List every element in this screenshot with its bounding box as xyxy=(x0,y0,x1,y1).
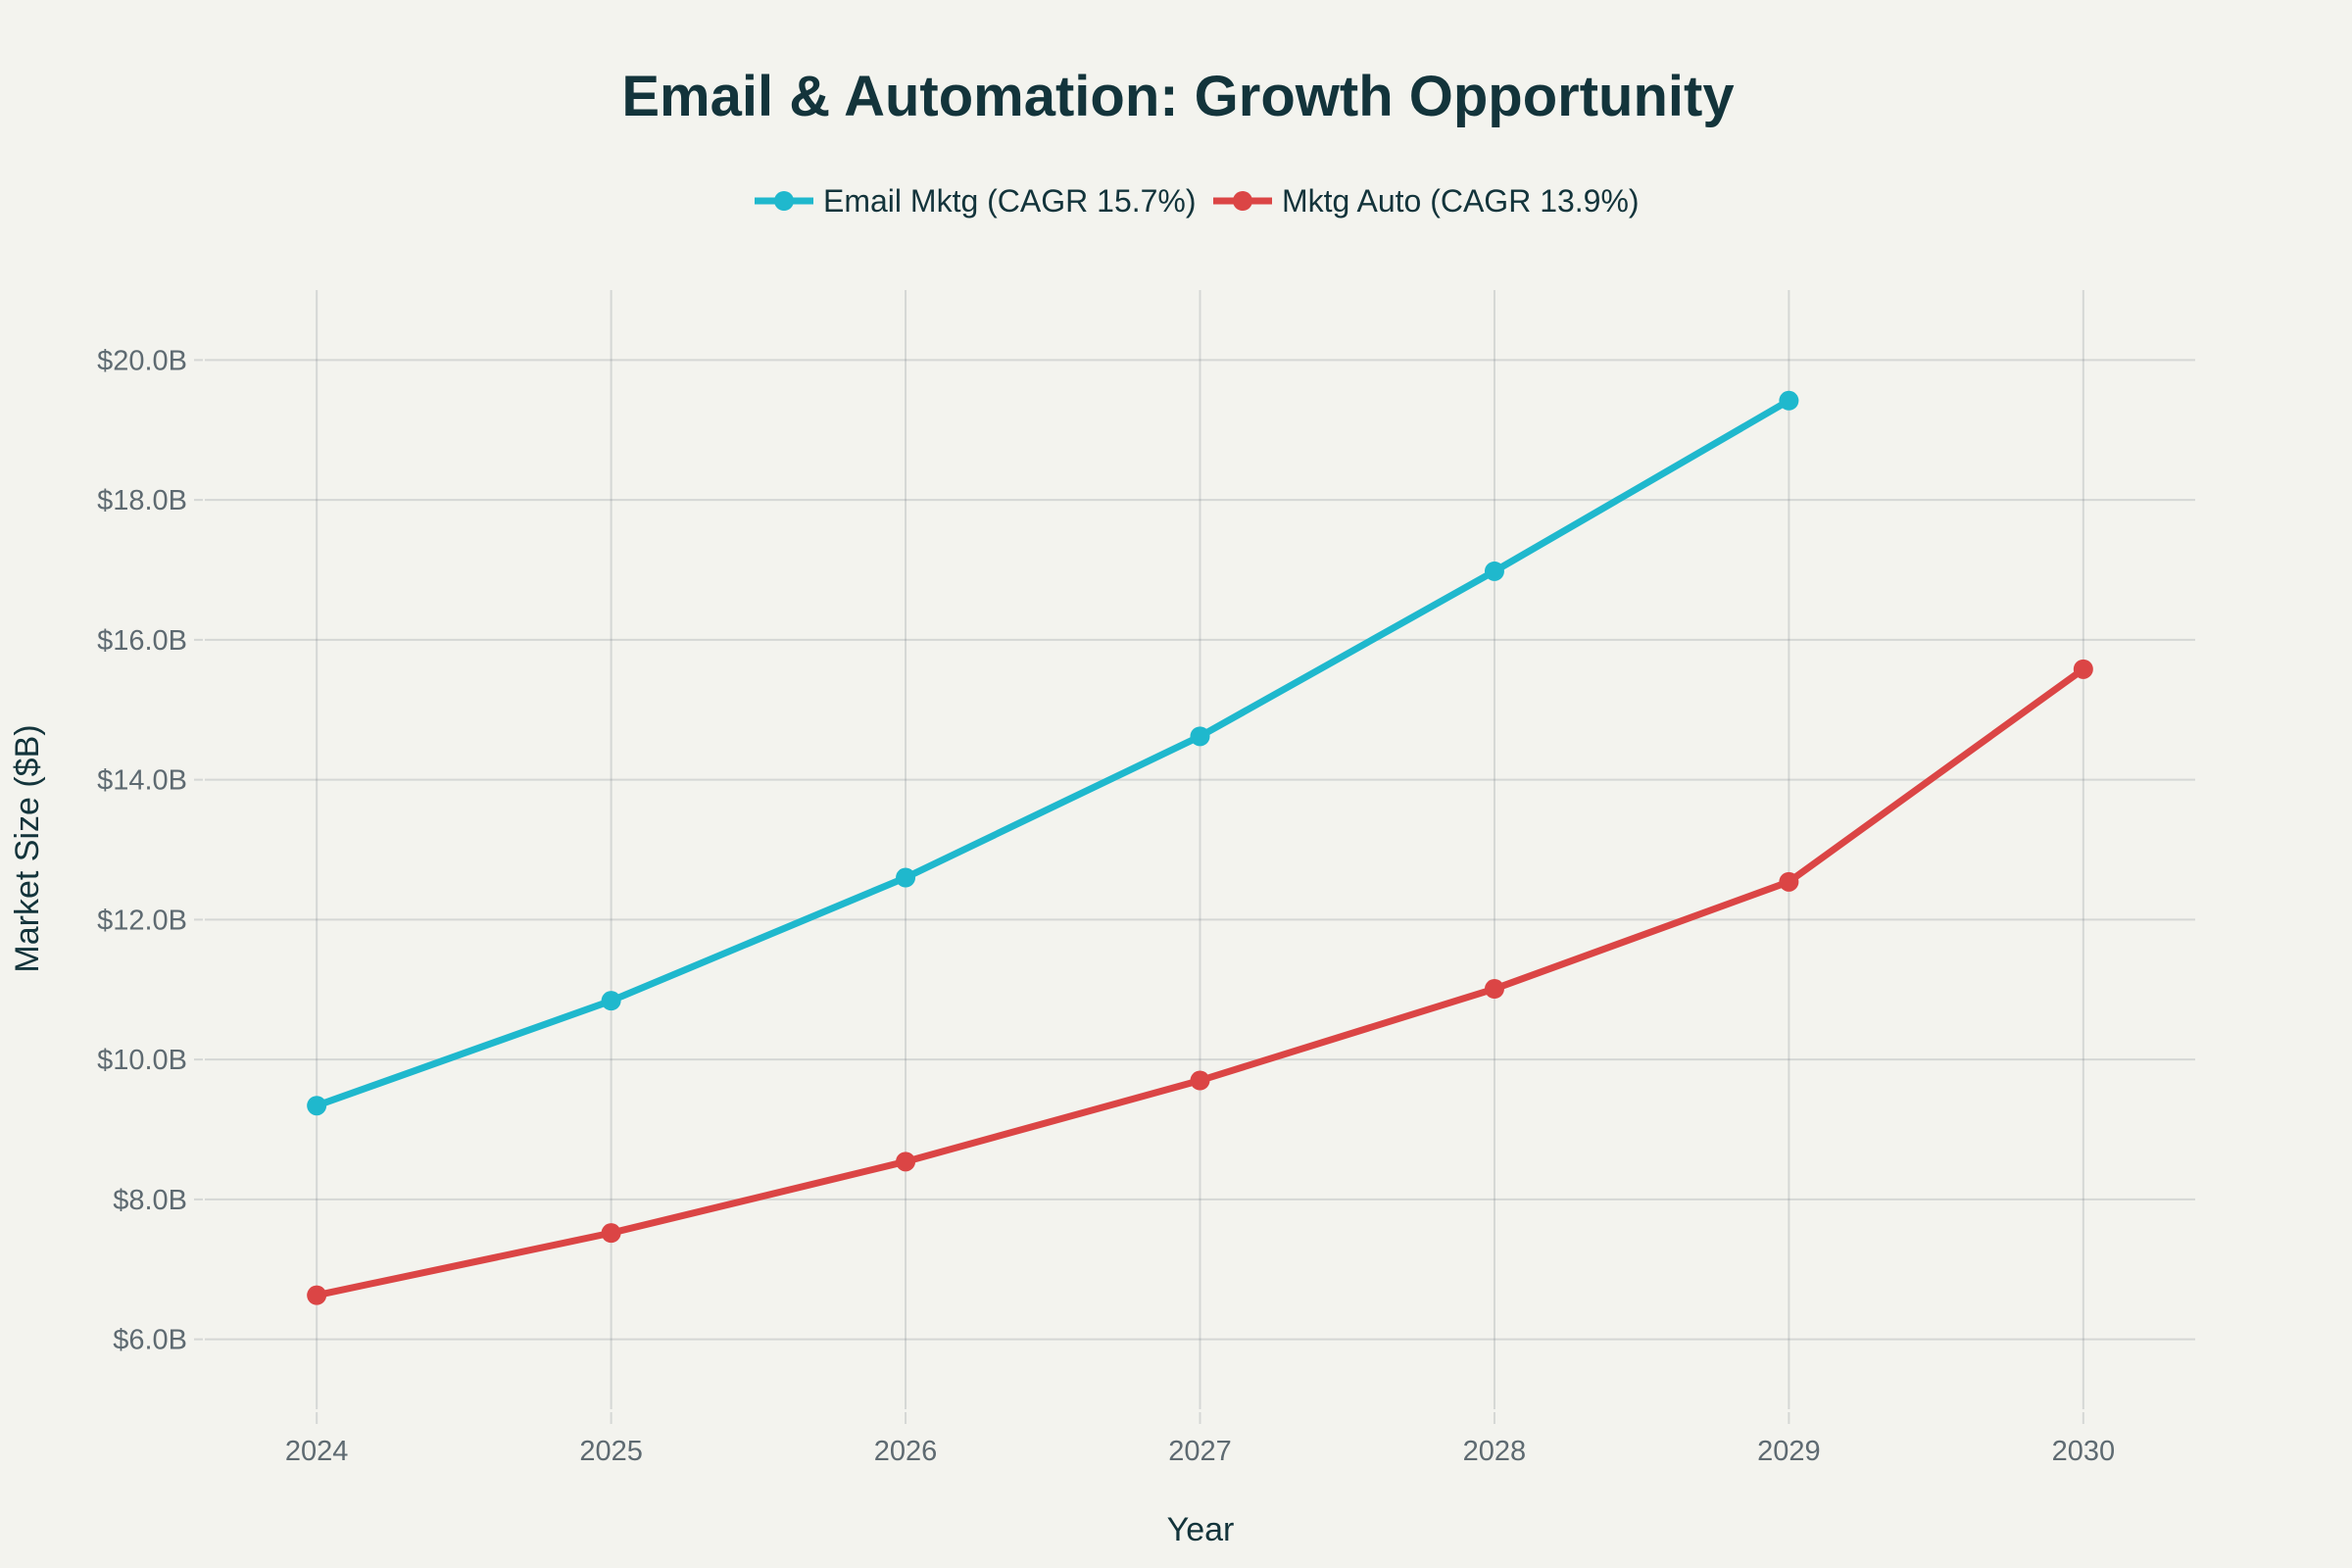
data-point[interactable] xyxy=(2073,659,2093,679)
x-tick-label: 2024 xyxy=(285,1436,349,1467)
x-axis-title: Year xyxy=(1167,1511,1235,1548)
data-point[interactable] xyxy=(307,1285,327,1305)
data-point[interactable] xyxy=(896,1152,916,1172)
x-tick-label: 2029 xyxy=(1757,1436,1821,1467)
y-tick-label: $10.0B xyxy=(97,1045,187,1076)
legend: Email Mktg (CAGR 15.7%) Mktg Auto (CAGR … xyxy=(755,183,1640,219)
data-point[interactable] xyxy=(1190,726,1210,747)
data-point[interactable] xyxy=(1190,1070,1210,1091)
data-point[interactable] xyxy=(1779,871,1799,892)
series-line xyxy=(315,397,1791,1109)
y-tick-label: $14.0B xyxy=(97,765,187,797)
y-tick-label: $12.0B xyxy=(97,905,187,936)
data-point[interactable] xyxy=(601,1223,621,1244)
x-tick-label: 2027 xyxy=(1168,1436,1232,1467)
y-axis-title: Market Size ($B) xyxy=(9,724,46,972)
data-point[interactable] xyxy=(307,1096,327,1116)
x-tick-label: 2028 xyxy=(1463,1436,1527,1467)
legend-item-email[interactable]: Email Mktg (CAGR 15.7%) xyxy=(755,183,1197,219)
x-tick-label: 2025 xyxy=(579,1436,643,1467)
series-marketing-automation xyxy=(307,659,2093,1305)
x-gridlines xyxy=(316,290,2084,1409)
y-tick-label: $16.0B xyxy=(97,625,187,657)
x-tick-label: 2030 xyxy=(2052,1436,2116,1467)
chart-title: Email & Automation: Growth Opportunity xyxy=(621,65,1734,128)
data-point[interactable] xyxy=(601,991,621,1011)
legend-label-email: Email Mktg (CAGR 15.7%) xyxy=(823,183,1197,219)
y-tick-label: $18.0B xyxy=(97,485,187,516)
data-point[interactable] xyxy=(896,867,916,888)
series-email-marketing xyxy=(307,390,1799,1116)
legend-swatch-email-marker xyxy=(774,191,794,211)
y-axis-ticks: $6.0B $8.0B $10.0B $12.0B $14.0B $16.0B $18.0B… xyxy=(97,345,203,1356)
y-tick-label: $20.0B xyxy=(97,345,187,376)
series-layer xyxy=(307,390,2093,1305)
data-point[interactable] xyxy=(1484,561,1504,581)
legend-item-automation[interactable]: Mktg Auto (CAGR 13.9%) xyxy=(1213,183,1640,219)
y-tick-label: $6.0B xyxy=(113,1325,187,1356)
data-point[interactable] xyxy=(1779,390,1799,411)
y-tick-label: $8.0B xyxy=(113,1185,187,1216)
legend-swatch-automation-marker xyxy=(1233,191,1252,211)
x-axis-ticks: 2024 2025 2026 2027 2028 2029 2030 xyxy=(285,1412,2115,1467)
y-gridlines xyxy=(205,359,2195,1341)
x-tick-label: 2026 xyxy=(874,1436,938,1467)
data-point[interactable] xyxy=(1484,979,1504,1000)
legend-label-automation: Mktg Auto (CAGR 13.9%) xyxy=(1282,183,1640,219)
